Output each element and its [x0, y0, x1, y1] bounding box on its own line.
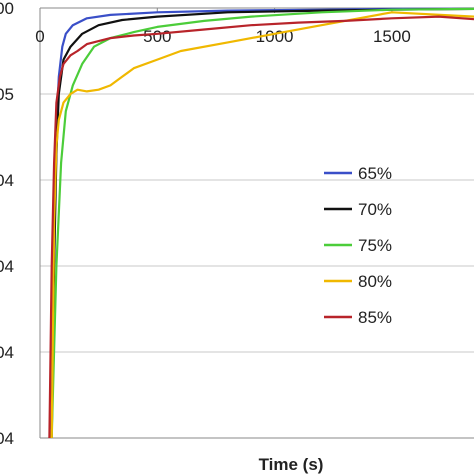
legend-label: 80% — [358, 272, 392, 291]
x-tick-label: 1500 — [373, 27, 411, 46]
gridlines — [40, 7, 474, 353]
series-line-75pct — [50, 7, 474, 439]
y-tick-label: 05 — [0, 85, 14, 104]
axes — [39, 7, 474, 439]
y-tick-label: 04 — [0, 171, 14, 190]
y-tick-labels: 00 05 04 04 04 04 — [0, 0, 14, 448]
series-line-70pct — [50, 7, 474, 439]
series-line-85pct — [48, 15, 474, 439]
y-tick-label: 04 — [0, 429, 14, 448]
y-tick-label: 04 — [0, 257, 14, 276]
legend-label: 65% — [358, 164, 392, 183]
x-axis-label: Time (s) — [259, 455, 324, 474]
legend-label: 70% — [358, 200, 392, 219]
legend: 65% 70% 75% 80% 85% — [324, 164, 392, 327]
series-lines — [48, 7, 474, 439]
series-line-65pct — [50, 7, 474, 430]
y-tick-label: 00 — [0, 0, 14, 18]
x-tick-label: 500 — [143, 27, 171, 46]
y-tick-label: 04 — [0, 343, 14, 362]
legend-label: 75% — [358, 236, 392, 255]
x-tick-label: 0 — [35, 27, 44, 46]
legend-label: 85% — [358, 308, 392, 327]
series-line-80pct — [50, 11, 474, 439]
